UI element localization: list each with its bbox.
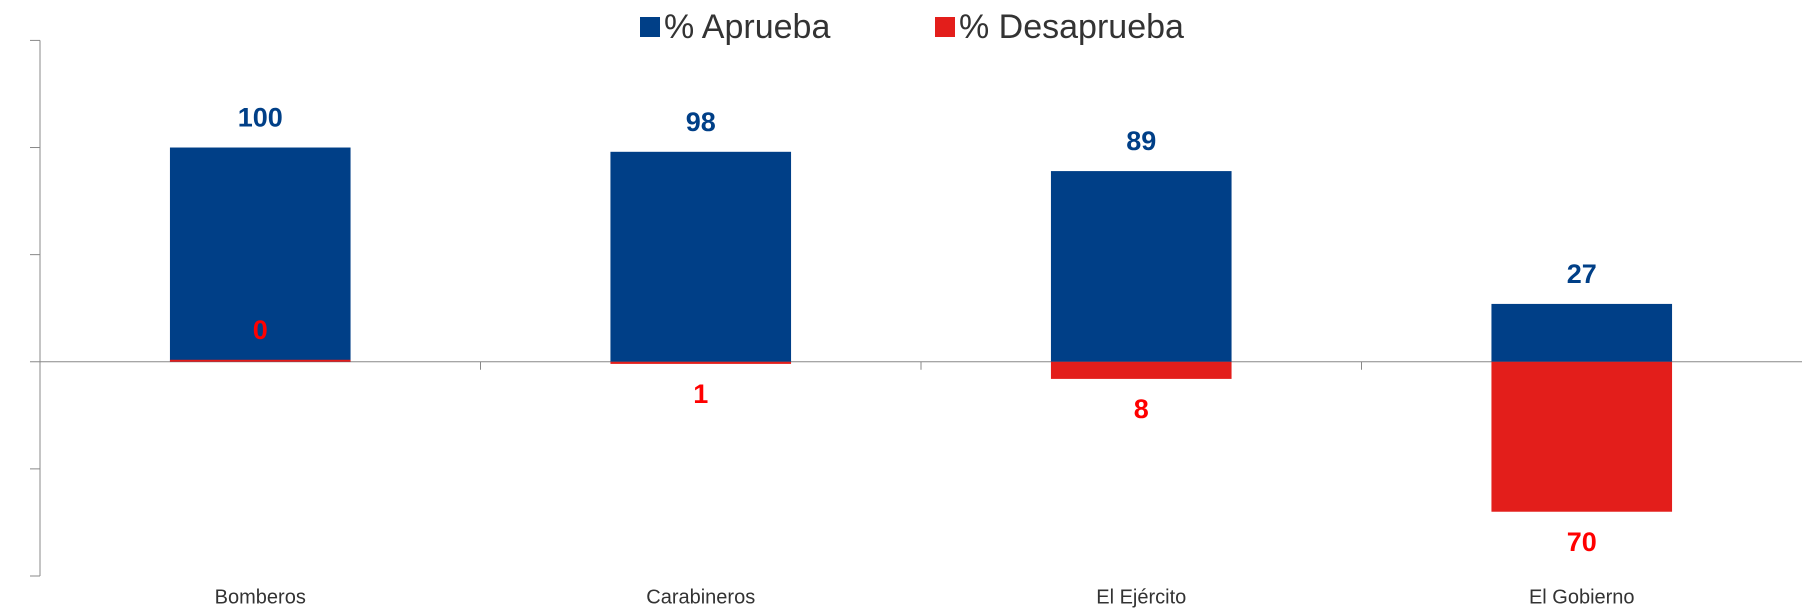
data-label: 100	[238, 103, 283, 133]
bar	[1491, 361, 1673, 512]
data-label: 8	[1134, 394, 1149, 424]
legend-label: % Aprueba	[664, 8, 830, 46]
data-label: 98	[686, 107, 716, 137]
data-label: 27	[1567, 259, 1597, 289]
data-label: 1	[693, 379, 708, 409]
bar	[610, 151, 792, 362]
data-label: 89	[1126, 126, 1156, 156]
x-tick-label: Bomberos	[215, 586, 306, 608]
bar	[610, 361, 792, 364]
bar	[1050, 171, 1232, 362]
data-label: 0	[253, 315, 268, 345]
legend-swatch	[935, 17, 955, 37]
x-tick-label: El Gobierno	[1529, 586, 1635, 608]
legend-label: % Desaprueba	[959, 8, 1184, 46]
legend-swatch	[640, 17, 660, 37]
data-label: 70	[1567, 527, 1597, 557]
x-tick-label: El Ejército	[1096, 586, 1186, 608]
bar	[169, 147, 351, 362]
bar	[1050, 361, 1232, 379]
x-tick-label: Carabineros	[646, 586, 755, 608]
bar	[1491, 303, 1673, 362]
bar	[169, 359, 351, 362]
